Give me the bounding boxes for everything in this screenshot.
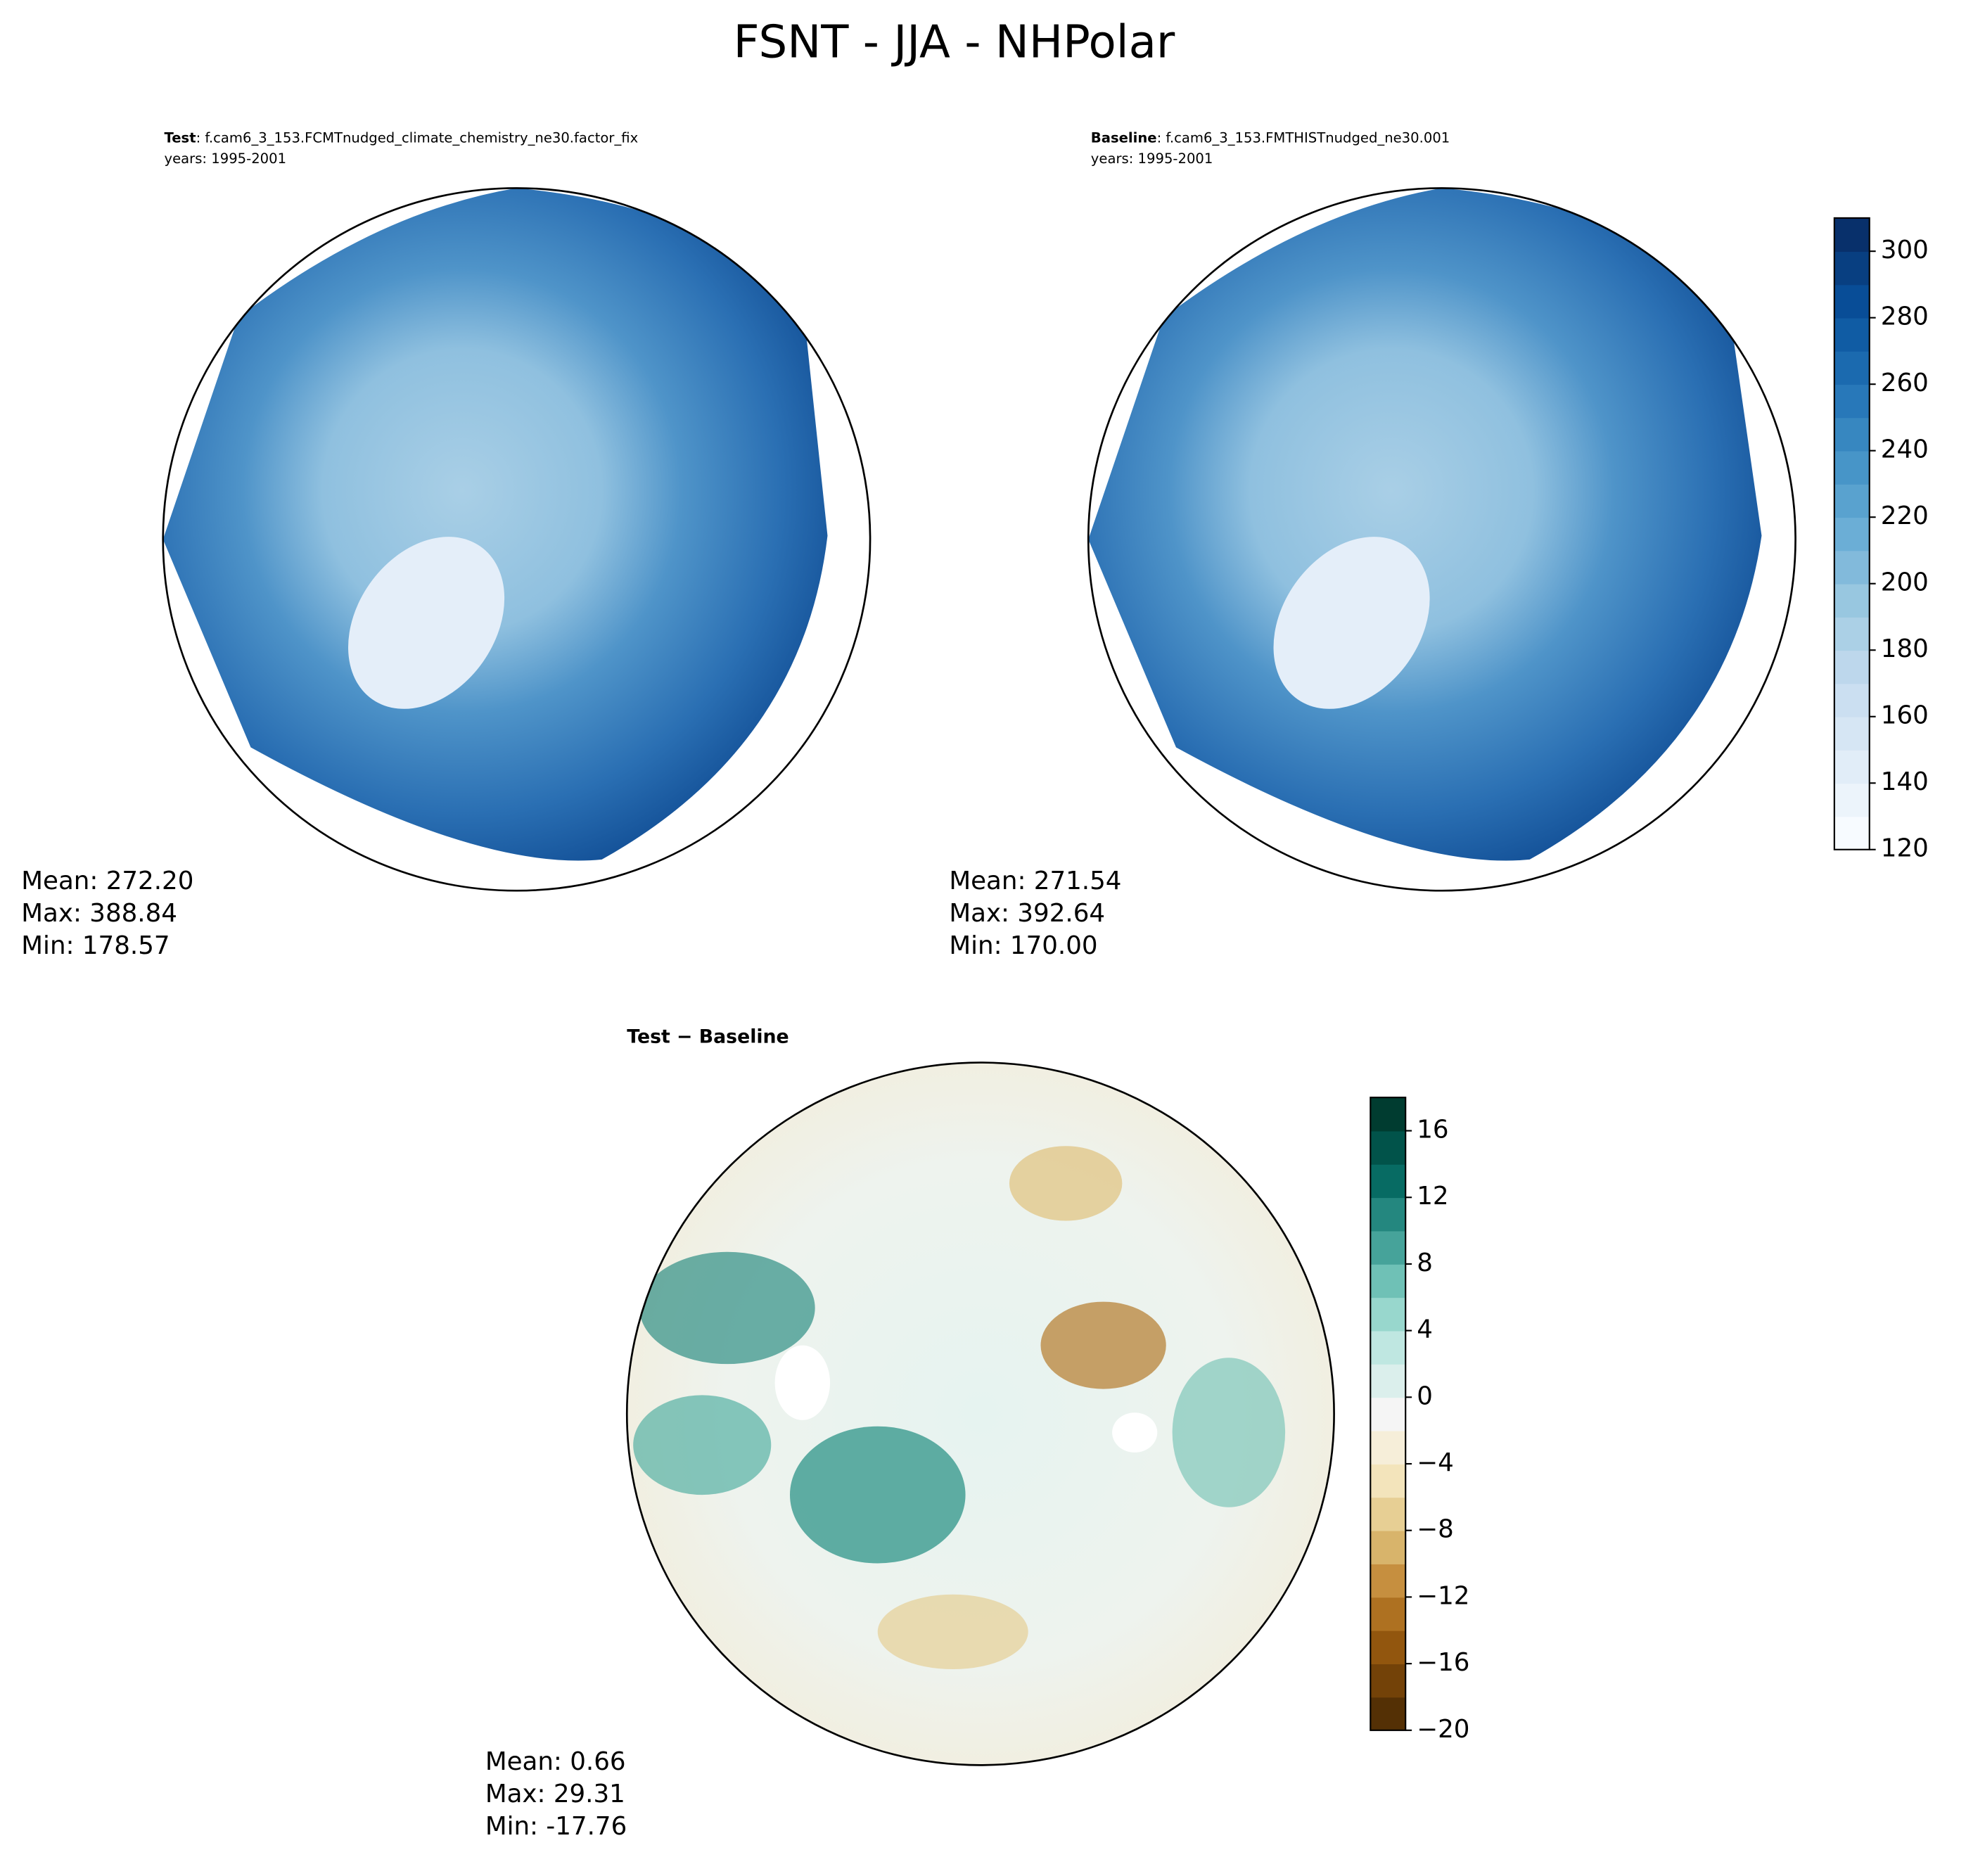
colorbar-tick-label: 16 (1417, 1116, 1448, 1144)
colorbar-tick-label: −4 (1417, 1448, 1454, 1477)
colorbar-band (1370, 1697, 1406, 1731)
colorbar-band (1370, 1564, 1406, 1598)
colorbar-band (1834, 550, 1870, 585)
colorbar-band (1834, 450, 1870, 485)
colorbar-band (1834, 816, 1870, 850)
stat: Min: 178.57 (21, 931, 170, 960)
colorbar-band (1834, 251, 1870, 286)
colorbar-tick-label: 220 (1881, 502, 1929, 530)
colorbar-band (1370, 1497, 1406, 1531)
colorbar-tick-label: 300 (1881, 236, 1929, 264)
colorbar-tick-label: 240 (1881, 435, 1929, 464)
panel-title: Test − Baseline (627, 1026, 789, 1048)
colorbar-band (1834, 217, 1870, 253)
colorbar-band (1370, 1230, 1406, 1265)
colorbar-tick-label: 4 (1417, 1315, 1433, 1344)
colorbar-frame (1370, 1097, 1407, 1731)
colorbar-band (1370, 1464, 1406, 1498)
years: years: 1995-2001 (1091, 151, 1213, 167)
colorbar-band (1834, 417, 1870, 452)
stat: Mean: 271.54 (949, 867, 1121, 895)
panel-title: Test: f.cam6_3_153.FCMTnudged_climate_ch… (165, 129, 639, 146)
colorbar-tick-label: −16 (1417, 1648, 1469, 1677)
panel-title: Baseline: f.cam6_3_153.FMTHISTnudged_ne3… (1091, 129, 1450, 146)
colorbar-band (1370, 1430, 1406, 1465)
colorbar-band (1370, 1363, 1406, 1398)
stat: Max: 29.31 (485, 1780, 625, 1808)
stat: Mean: 0.66 (485, 1747, 626, 1776)
colorbar-tick-label: 0 (1417, 1382, 1433, 1410)
colorbar-tick-label: −8 (1417, 1515, 1454, 1544)
stat: Min: -17.76 (485, 1812, 627, 1841)
case-name: : f.cam6_3_153.FMTHISTnudged_ne30.001 (1157, 129, 1450, 146)
colorbar-frame (1833, 217, 1870, 850)
colorbar-band (1370, 1263, 1406, 1298)
years: years: 1995-2001 (165, 151, 287, 167)
colorbar-tick-label: 280 (1881, 302, 1929, 331)
map-field (162, 188, 828, 861)
stat: Max: 392.64 (949, 899, 1105, 928)
colorbar-band (1370, 1297, 1406, 1332)
colorbar-band (1834, 284, 1870, 319)
colorbar-tick-label: 160 (1881, 701, 1929, 730)
colorbar-band (1370, 1330, 1406, 1365)
colorbar-band (1834, 683, 1870, 717)
colorbar-band (1834, 749, 1870, 784)
colorbar-band (1834, 384, 1870, 419)
colorbar-band (1834, 783, 1870, 817)
colorbar-band (1834, 716, 1870, 751)
colorbar-band (1370, 1130, 1406, 1165)
colorbar-tick-label: −20 (1417, 1715, 1469, 1744)
colorbar-tick-label: 200 (1881, 568, 1929, 597)
colorbar-band (1370, 1197, 1406, 1232)
colorbar-band (1370, 1597, 1406, 1631)
colorbar-band (1834, 616, 1870, 651)
colorbar-band (1370, 1630, 1406, 1664)
colorbar-band (1370, 1530, 1406, 1564)
map-field (627, 1062, 1334, 1766)
colorbar-band (1834, 350, 1870, 385)
stat: Max: 388.84 (21, 899, 177, 928)
map-frame (162, 187, 872, 892)
colorbar-tick-label: 180 (1881, 634, 1929, 663)
case-name: : f.cam6_3_153.FCMTnudged_climate_chemis… (196, 129, 639, 146)
colorbar-tick-label: 120 (1881, 834, 1929, 863)
colorbar-tick-label: 140 (1881, 767, 1929, 796)
colorbar-tick-label: 260 (1881, 369, 1929, 397)
case-label: Test (165, 129, 196, 146)
colorbar-band (1834, 483, 1870, 518)
colorbar-band (1834, 517, 1870, 551)
colorbar-band (1834, 650, 1870, 684)
colorbar-tick-label: 8 (1417, 1249, 1433, 1277)
colorbar-band (1370, 1664, 1406, 1698)
colorbar-tick-label: −12 (1417, 1581, 1469, 1610)
map-frame (625, 1061, 1335, 1766)
colorbar-band (1370, 1163, 1406, 1199)
colorbar-band (1370, 1097, 1406, 1132)
figure-title: FSNT - JJA - NHPolar (734, 16, 1175, 68)
case-label: Baseline (1091, 129, 1157, 146)
map-frame (1087, 187, 1796, 892)
colorbar-tick-label: 12 (1417, 1182, 1448, 1211)
colorbar-band (1834, 583, 1870, 618)
stat: Mean: 272.20 (21, 867, 193, 895)
stat: Min: 170.00 (949, 931, 1097, 960)
colorbar-band (1834, 317, 1870, 352)
map-field (1088, 188, 1762, 861)
colorbar-band (1370, 1397, 1406, 1431)
